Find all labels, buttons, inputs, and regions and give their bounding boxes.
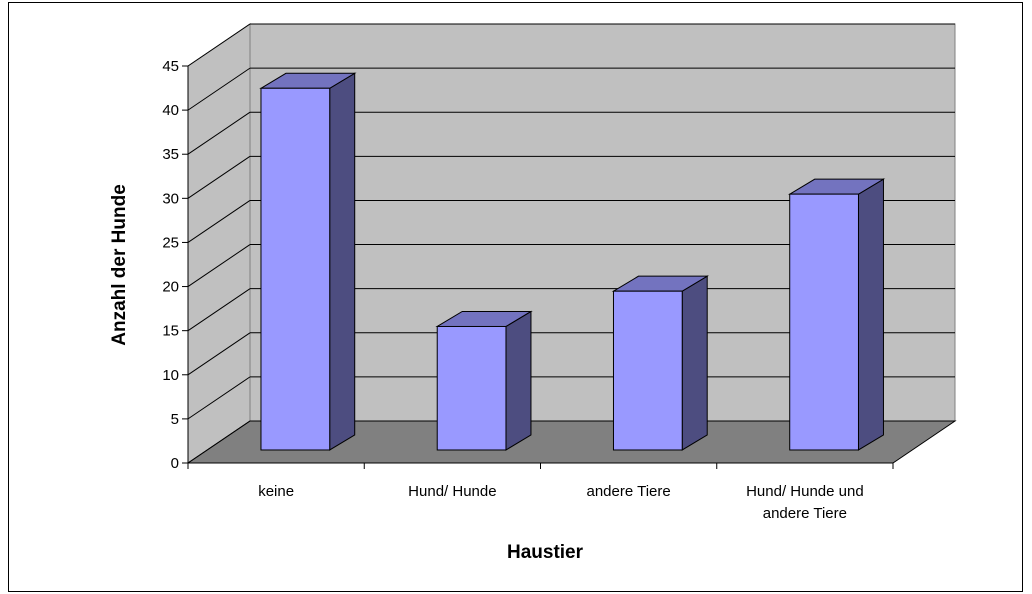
grid-line [187, 376, 251, 420]
bar-side [329, 72, 356, 451]
bar-side [857, 178, 884, 451]
grid-line [187, 200, 251, 243]
grid-line [187, 244, 251, 287]
y-axis-title: Anzahl der Hunde [109, 184, 130, 346]
y-tick-label: 20 [162, 279, 179, 296]
y-tick-label: 0 [171, 455, 179, 472]
side-wall [187, 23, 251, 464]
y-tick-label: 35 [162, 146, 179, 163]
y-tick-label: 45 [162, 58, 179, 75]
y-tick-label: 30 [162, 190, 179, 207]
grid-line [187, 67, 251, 111]
y-tick-label: 25 [162, 234, 179, 251]
x-tick-label: keine [258, 483, 294, 500]
bar [260, 87, 331, 451]
grid-line [187, 332, 251, 376]
grid-line [187, 420, 251, 464]
y-tick-label: 15 [162, 323, 179, 340]
x-tick-label: Hund/ Hunde und andere Tiere [746, 483, 864, 522]
bar-side [681, 275, 708, 451]
grid-line [187, 111, 251, 155]
y-tick-label: 40 [162, 102, 179, 119]
y-tick-label: 5 [171, 411, 179, 428]
grid-line [187, 288, 251, 332]
x-axis-title: Haustier [507, 542, 584, 563]
y-tick-label: 10 [162, 367, 179, 384]
bar [436, 325, 507, 451]
grid-line [187, 23, 251, 67]
bar-side [505, 310, 532, 451]
grid-line [187, 155, 251, 199]
bar [612, 290, 683, 451]
x-tick-label: Hund/ Hunde [408, 483, 496, 500]
x-tick-label: andere Tiere [587, 483, 671, 500]
bar [789, 193, 859, 451]
